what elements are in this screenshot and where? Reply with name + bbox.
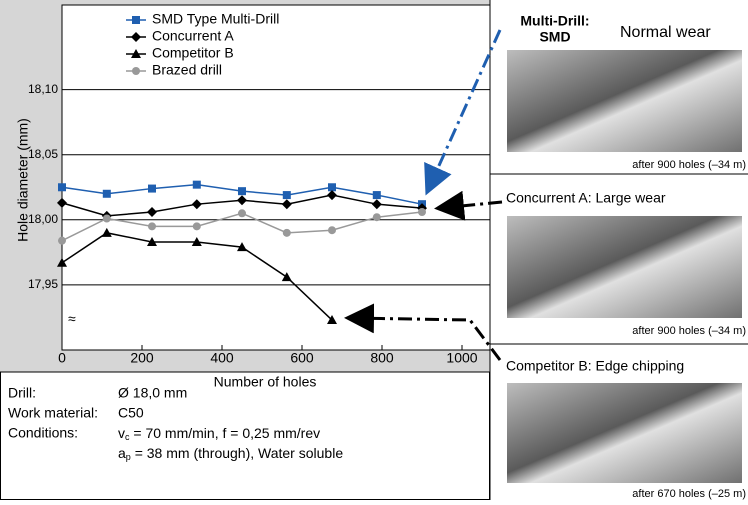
brand: SMD xyxy=(539,29,570,45)
point xyxy=(328,183,336,191)
legend-label: Concurrent A xyxy=(152,28,234,44)
legend-label: Brazed drill xyxy=(152,62,222,78)
panel-caption: after 900 holes (–34 m) xyxy=(632,325,746,337)
symbol: a xyxy=(118,445,126,461)
point xyxy=(132,16,140,24)
page: 17,95 18,00 18,05 18,10 0 200 400 600 800 1000 SMD… xyxy=(0,0,748,500)
point xyxy=(238,187,246,195)
spec-label: Work material: xyxy=(8,405,98,421)
y-tick-label: 17,95 xyxy=(28,277,58,291)
symbol: v xyxy=(118,425,125,441)
panel-title: Normal wear xyxy=(620,24,711,41)
spec-label: Drill: xyxy=(8,385,36,401)
point xyxy=(283,229,291,237)
x-tick-label: 400 xyxy=(210,350,234,366)
text: = 38 mm (through), Water soluble xyxy=(131,445,344,461)
point xyxy=(193,181,201,189)
point xyxy=(328,226,336,234)
spec-value: C50 xyxy=(118,405,144,421)
point xyxy=(132,67,140,75)
point xyxy=(283,191,291,199)
plot-area xyxy=(62,5,490,350)
y-tick-label: 18,10 xyxy=(28,82,58,96)
brand: Multi-Drill: xyxy=(520,13,589,29)
point xyxy=(373,191,381,199)
text: = 70 mm/min, f = 0,25 mm/rev xyxy=(130,425,321,441)
spec-value: vc = 70 mm/min, f = 0,25 mm/rev xyxy=(118,425,320,443)
photo xyxy=(507,383,742,483)
photo xyxy=(507,216,742,318)
x-tick-label: 600 xyxy=(290,350,314,366)
point xyxy=(373,213,381,221)
legend-label: Competitor B xyxy=(152,45,234,61)
panel-caption: after 900 holes (–34 m) xyxy=(632,159,746,171)
panel-caption: after 670 holes (–25 m) xyxy=(632,488,746,500)
point xyxy=(193,222,201,230)
point xyxy=(58,237,66,245)
point xyxy=(148,185,156,193)
y-tick-label: 18,00 xyxy=(28,212,58,226)
y-axis-label: Hole diameter (mm) xyxy=(15,118,31,242)
x-tick-label: 0 xyxy=(58,350,66,366)
point xyxy=(148,222,156,230)
spec-value: ap = 38 mm (through), Water soluble xyxy=(118,445,343,463)
point xyxy=(103,215,111,223)
photo xyxy=(507,50,742,152)
panel-title: Concurrent A: Large wear xyxy=(506,190,666,206)
point xyxy=(238,209,246,217)
x-tick-label: 200 xyxy=(130,350,154,366)
spec-value: Ø 18,0 mm xyxy=(118,385,187,401)
axis-break: ≈ xyxy=(68,311,76,327)
point xyxy=(418,208,426,216)
y-tick-label: 18,05 xyxy=(28,147,58,161)
x-tick-label: 1000 xyxy=(446,350,477,366)
x-tick-label: 800 xyxy=(370,350,394,366)
x-axis-label: Number of holes xyxy=(214,374,317,390)
panel-title: Competitor B: Edge chipping xyxy=(506,358,684,374)
legend-label: SMD Type Multi-Drill xyxy=(152,11,279,27)
point xyxy=(103,190,111,198)
spec-label: Conditions: xyxy=(8,425,78,441)
point xyxy=(58,183,66,191)
